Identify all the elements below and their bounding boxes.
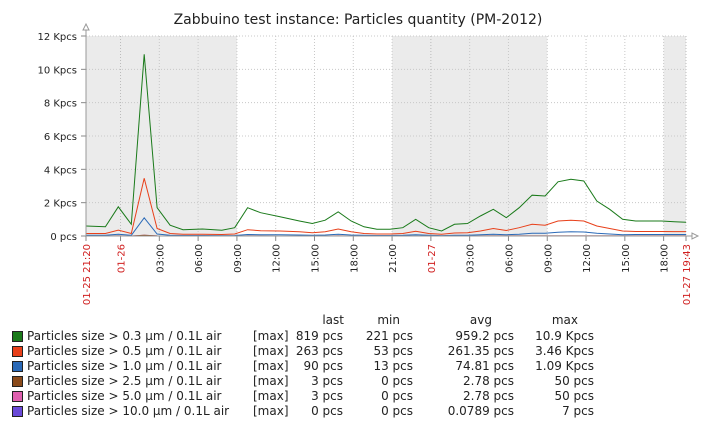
x-tick-label: 15:00 [310,244,321,273]
x-tick-label: 09:00 [543,244,554,273]
x-tick-label: 03:00 [466,244,477,273]
x-tick-label: 01-27 19:43 [682,244,693,305]
y-tick-label: 4 Kpcs [44,165,77,176]
y-tick-label: 0 pcs [50,232,77,243]
x-tick-label: 12:00 [272,244,283,273]
x-tick-label: 15:00 [621,244,632,273]
x-tick-label: 18:00 [660,244,671,273]
y-tick-label: 2 Kpcs [44,199,77,210]
x-tick-label: 01-26 [117,244,128,273]
x-tick-label: 03:00 [155,244,166,273]
x-tick-label: 06:00 [194,244,205,273]
x-tick-label: 21:00 [388,244,399,273]
chart-title: Zabbuino test instance: Particles quanti… [174,12,543,28]
x-tick-label: 06:00 [504,244,515,273]
x-tick-label: 01-25 21:20 [82,244,93,305]
series-line [85,54,687,232]
x-tick-label: 12:00 [582,244,593,273]
x-tick-label: 09:00 [233,244,244,273]
y-axis-arrow [82,22,90,31]
y-tick-label: 12 Kpcs [37,32,77,43]
series-line [86,178,686,236]
x-tick-label: 01-27 [427,244,438,273]
x-axis-arrow [691,232,700,240]
x-tick-label: 18:00 [349,244,360,273]
y-tick-label: 8 Kpcs [44,99,77,110]
y-tick-label: 10 Kpcs [37,65,77,76]
y-tick-label: 6 Kpcs [44,132,77,143]
